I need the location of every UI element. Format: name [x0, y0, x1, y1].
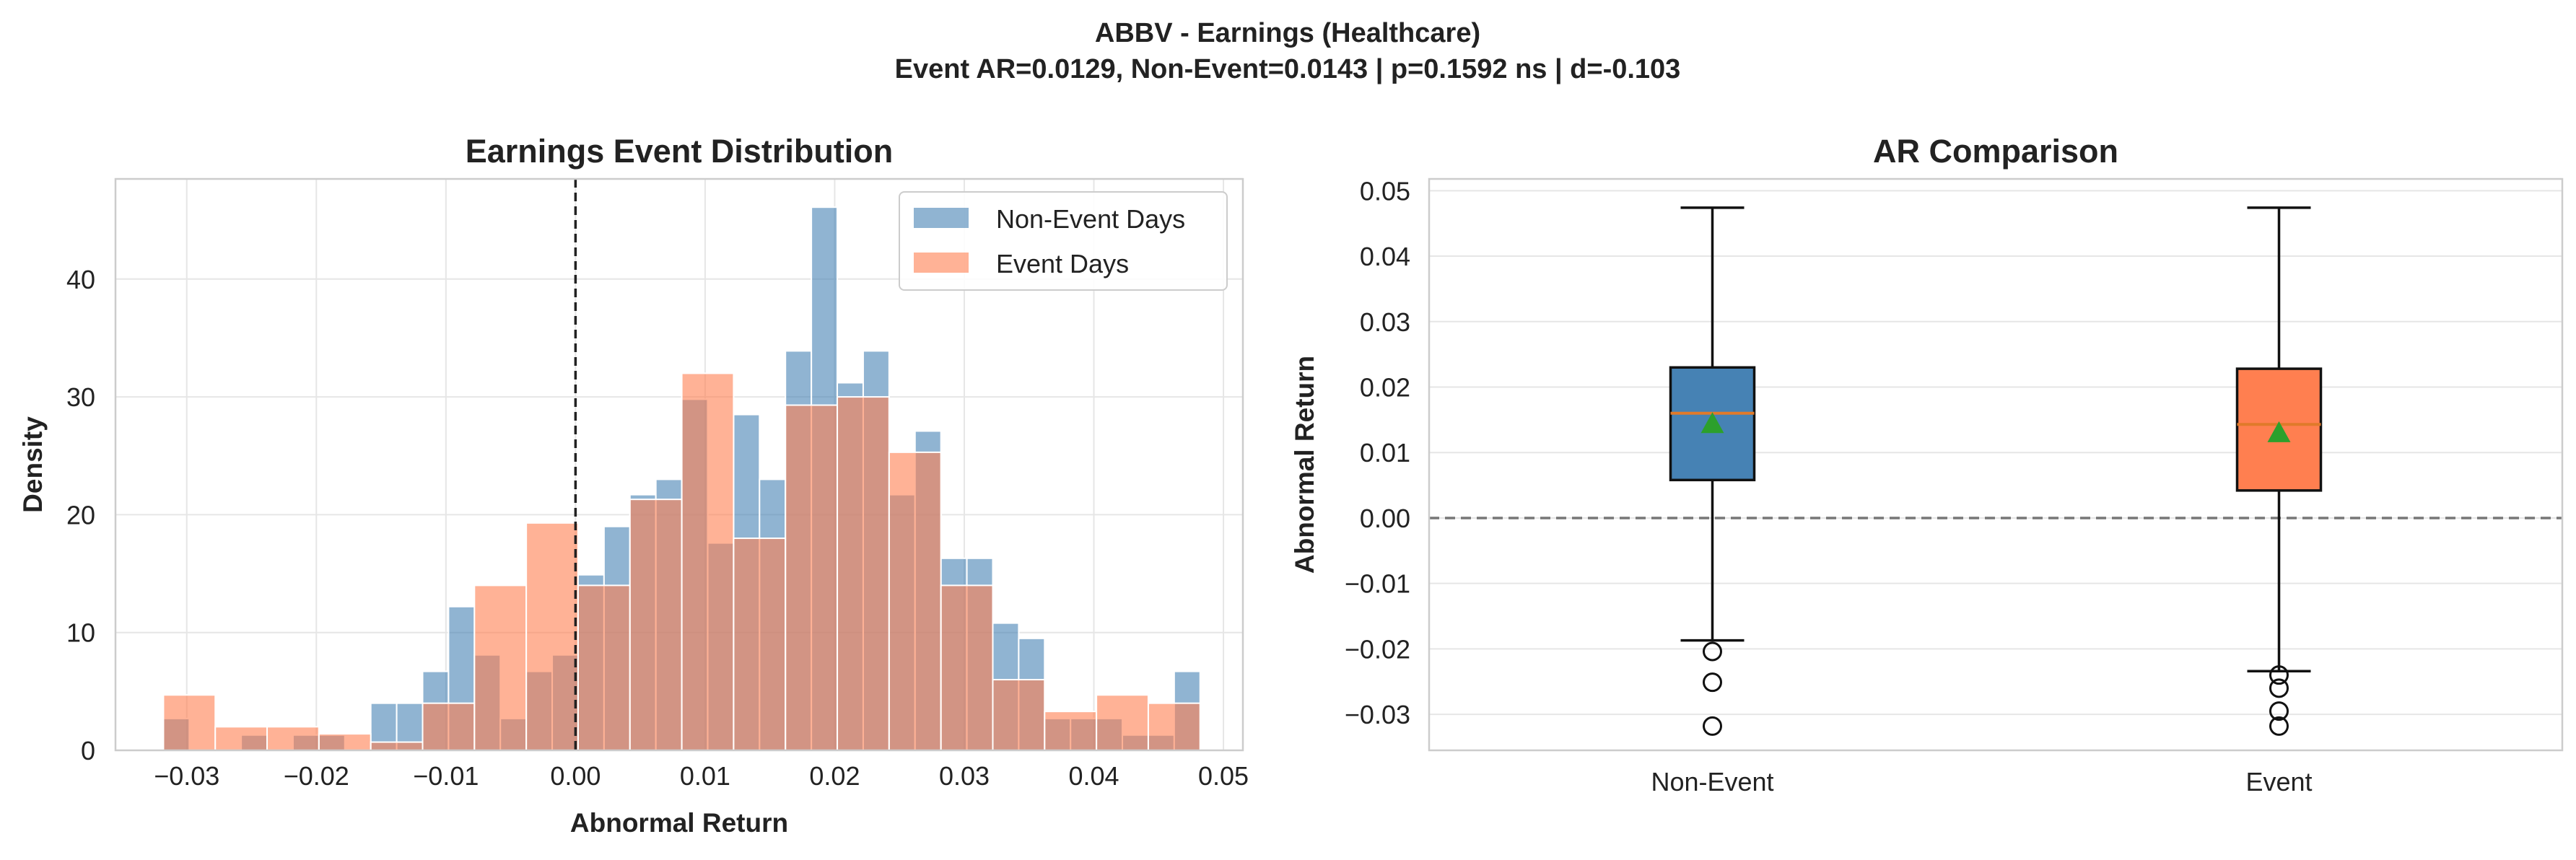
- hist-xtick-label: −0.01: [413, 761, 479, 791]
- legend-swatch-event: [914, 253, 969, 273]
- legend-swatch-non-event: [914, 208, 969, 228]
- box-ytick-label: −0.02: [1345, 634, 1410, 664]
- box-title: AR Comparison: [1873, 133, 2118, 170]
- hist-bar-event: [473, 584, 528, 752]
- hist-bar-event: [888, 451, 942, 752]
- hist-ylabel: Density: [18, 416, 48, 513]
- hist-ytick-label: 0: [81, 736, 95, 765]
- box-ytick-label: −0.01: [1345, 569, 1410, 599]
- outlier-non-event: [1703, 716, 1722, 736]
- hist-bar-event: [629, 499, 683, 752]
- legend-frame: [899, 191, 1228, 291]
- outlier-event: [2269, 665, 2289, 685]
- boxplot-chart: Non-Event Event −0.03 −0.02 −0.01 0.00 0.01 0.…: [1290, 133, 2564, 797]
- hist-xlabel: Abnormal Return: [570, 808, 788, 838]
- box-ylabel: Abnormal Return: [1290, 356, 1319, 574]
- hist-bar-event: [525, 522, 579, 752]
- hist-bar-event: [422, 702, 476, 752]
- hist-bar-event: [1096, 694, 1149, 752]
- hist-ytick-label: 30: [66, 382, 95, 412]
- legend-label-non-event: Non-Event Days: [996, 204, 1185, 234]
- hist-bar-event: [940, 584, 994, 752]
- hist-bar-event: [681, 372, 735, 751]
- box-ytick-label: 0.02: [1360, 372, 1410, 402]
- mean-marker-event: [2267, 421, 2291, 442]
- box-x-ticks: Non-Event Event: [1651, 767, 2312, 797]
- hist-xtick-label: 0.05: [1198, 761, 1249, 791]
- box-ytick-label: 0.00: [1360, 504, 1410, 533]
- hist-ytick-label: 10: [66, 618, 95, 648]
- hist-bar-event: [1044, 711, 1098, 751]
- hist-bar-event: [785, 404, 839, 751]
- legend-label-event: Event Days: [996, 249, 1129, 278]
- outlier-non-event: [1703, 672, 1722, 693]
- mean-marker-non-event: [1700, 412, 1724, 434]
- hist-xtick-label: 0.04: [1068, 761, 1119, 791]
- box-plot-area: [1429, 179, 2562, 750]
- hist-bar-event: [1147, 702, 1201, 752]
- hist-frame: [114, 177, 1244, 752]
- hist-bar-event: [837, 396, 890, 751]
- histogram-chart: −0.03 −0.02 −0.01 0.00 0.01 0.02 0.03 0.04 0.05 …: [18, 133, 1249, 838]
- hist-bar-event: [577, 584, 631, 752]
- box-ytick-label: 0.04: [1360, 242, 1410, 271]
- hist-xtick-label: −0.02: [284, 761, 349, 791]
- hist-bar-event: [992, 679, 1046, 752]
- box-ytick-label: 0.05: [1360, 176, 1410, 206]
- hist-bar-event: [266, 726, 320, 752]
- box-ytick-label: 0.03: [1360, 307, 1410, 337]
- box-ytick-label: 0.01: [1360, 438, 1410, 468]
- outlier-non-event: [1703, 641, 1722, 662]
- hist-xtick-label: −0.03: [154, 761, 219, 791]
- hist-bar-event: [370, 741, 424, 752]
- hist-x-ticks: −0.03 −0.02 −0.01 0.00 0.01 0.02 0.03 0.04 0.05: [154, 761, 1249, 791]
- figure-title-line2: Event AR=0.0129, Non-Event=0.0143 | p=0.…: [895, 54, 1681, 84]
- figure-title-line1: ABBV - Earnings (Healthcare): [1095, 18, 1480, 48]
- outlier-event: [2269, 678, 2289, 698]
- hist-bar-event: [214, 726, 268, 752]
- hist-bar-event: [733, 538, 787, 751]
- hist-ytick-label: 40: [66, 265, 95, 294]
- box-xtick-label: Event: [2245, 767, 2312, 797]
- hist-bar-event: [318, 733, 372, 751]
- box-xtick-label: Non-Event: [1651, 767, 1773, 797]
- hist-bar-event: [162, 694, 217, 752]
- hist-xtick-label: 0.03: [939, 761, 990, 791]
- outlier-event: [2269, 716, 2289, 736]
- box-elements: [1669, 206, 2323, 736]
- hist-series-event: [162, 372, 1201, 752]
- hist-title: Earnings Event Distribution: [466, 133, 894, 170]
- hist-xtick-label: 0.01: [680, 761, 730, 791]
- box-frame: [1428, 177, 2564, 752]
- outlier-event: [2269, 701, 2289, 721]
- box-ytick-label: −0.03: [1345, 700, 1410, 729]
- box-y-ticks: −0.03 −0.02 −0.01 0.00 0.01 0.02 0.03 0.04 0.05: [1345, 176, 1410, 729]
- hist-legend: Non-Event Days Event Days: [899, 191, 1228, 291]
- hist-xtick-label: 0.00: [550, 761, 601, 791]
- hist-ytick-label: 20: [66, 500, 95, 530]
- hist-xtick-label: 0.02: [809, 761, 860, 791]
- hist-y-ticks: 0 10 20 30 40: [66, 265, 95, 765]
